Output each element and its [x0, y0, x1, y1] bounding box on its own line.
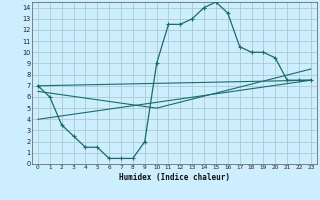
X-axis label: Humidex (Indice chaleur): Humidex (Indice chaleur) [119, 173, 230, 182]
